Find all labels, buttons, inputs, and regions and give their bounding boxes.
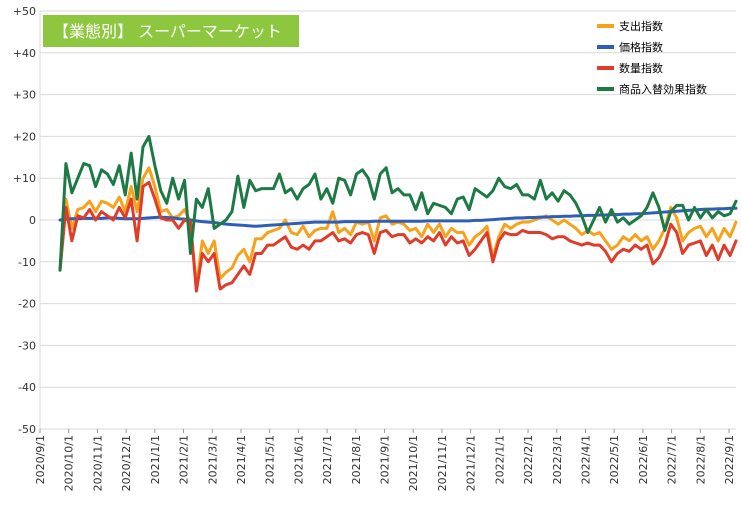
y-tick-label: -30	[18, 339, 36, 352]
series-lines	[58, 134, 738, 293]
x-tick-label: 2021/5/1	[264, 435, 277, 484]
y-tick-label: -50	[18, 423, 36, 436]
legend-item: 支出指数	[597, 19, 663, 33]
x-tick-label: 2020/11/1	[91, 435, 104, 491]
series-line-0	[58, 166, 738, 289]
x-tick-label: 2022/5/1	[608, 435, 621, 484]
chart-title: 【業態別】 スーパーマーケット	[43, 15, 299, 47]
y-tick-label: -20	[18, 298, 36, 311]
x-tick-label: 2022/6/1	[637, 435, 650, 484]
y-tick-label: -10	[18, 256, 36, 269]
legend-label: 数量指数	[619, 61, 663, 75]
y-tick-label: +20	[13, 130, 36, 143]
x-tick-label: 2021/11/1	[436, 435, 449, 491]
x-axis: 2020/9/1 2020/10/1 2020/11/1 2020/12/1 2021/…	[34, 429, 736, 491]
y-tick-label: +30	[13, 89, 36, 102]
y-tick-label: -40	[18, 381, 36, 394]
x-tick-label: 2022/2/1	[522, 435, 535, 484]
x-tick-label: 2021/3/1	[206, 435, 219, 484]
x-tick-label: 2020/10/1	[63, 435, 76, 491]
x-tick-label: 2021/1/1	[149, 435, 162, 484]
x-tick-label: 2021/12/1	[465, 435, 478, 491]
x-tick-label: 2021/9/1	[379, 435, 392, 484]
legend-item: 価格指数	[597, 40, 663, 54]
chart-title-background	[43, 15, 299, 47]
x-tick-label: 2021/4/1	[235, 435, 248, 484]
x-tick-label: 2020/9/1	[34, 435, 47, 484]
x-tick-label: 2022/3/1	[551, 435, 564, 484]
x-tick-label: 2022/7/1	[666, 435, 679, 484]
legend-label: 支出指数	[619, 19, 663, 33]
x-tick-label: 2021/8/1	[350, 435, 363, 484]
x-tick-label: 2021/7/1	[321, 435, 334, 484]
series-line-2	[58, 180, 738, 293]
y-tick-label: +40	[13, 47, 36, 60]
y-axis: +50 +40 +30 +20 +10 0 -10 -20 -30 -40 -50	[13, 5, 36, 436]
series-line-1	[58, 206, 738, 228]
x-tick-label: 2022/1/1	[493, 435, 506, 484]
x-tick-label: 2021/6/1	[292, 435, 305, 484]
series-line-3	[58, 134, 738, 272]
y-tick-label: 0	[29, 214, 36, 227]
x-tick-label: 2022/8/1	[694, 435, 707, 484]
legend-item: 数量指数	[597, 61, 663, 75]
legend-label: 価格指数	[619, 40, 663, 54]
y-tick-label: +10	[13, 172, 36, 185]
chart-title-text: 【業態別】 スーパーマーケット	[53, 22, 282, 41]
legend-label: 商品入替効果指数	[619, 82, 707, 96]
x-tick-label: 2022/9/1	[723, 435, 736, 484]
legend-item: 商品入替効果指数	[597, 82, 707, 96]
x-tick-label: 2021/2/1	[178, 435, 191, 484]
x-tick-label: 2022/4/1	[579, 435, 592, 484]
x-tick-label: 2020/12/1	[120, 435, 133, 491]
x-tick-label: 2021/10/1	[407, 435, 420, 491]
y-tick-label: +50	[13, 5, 36, 18]
